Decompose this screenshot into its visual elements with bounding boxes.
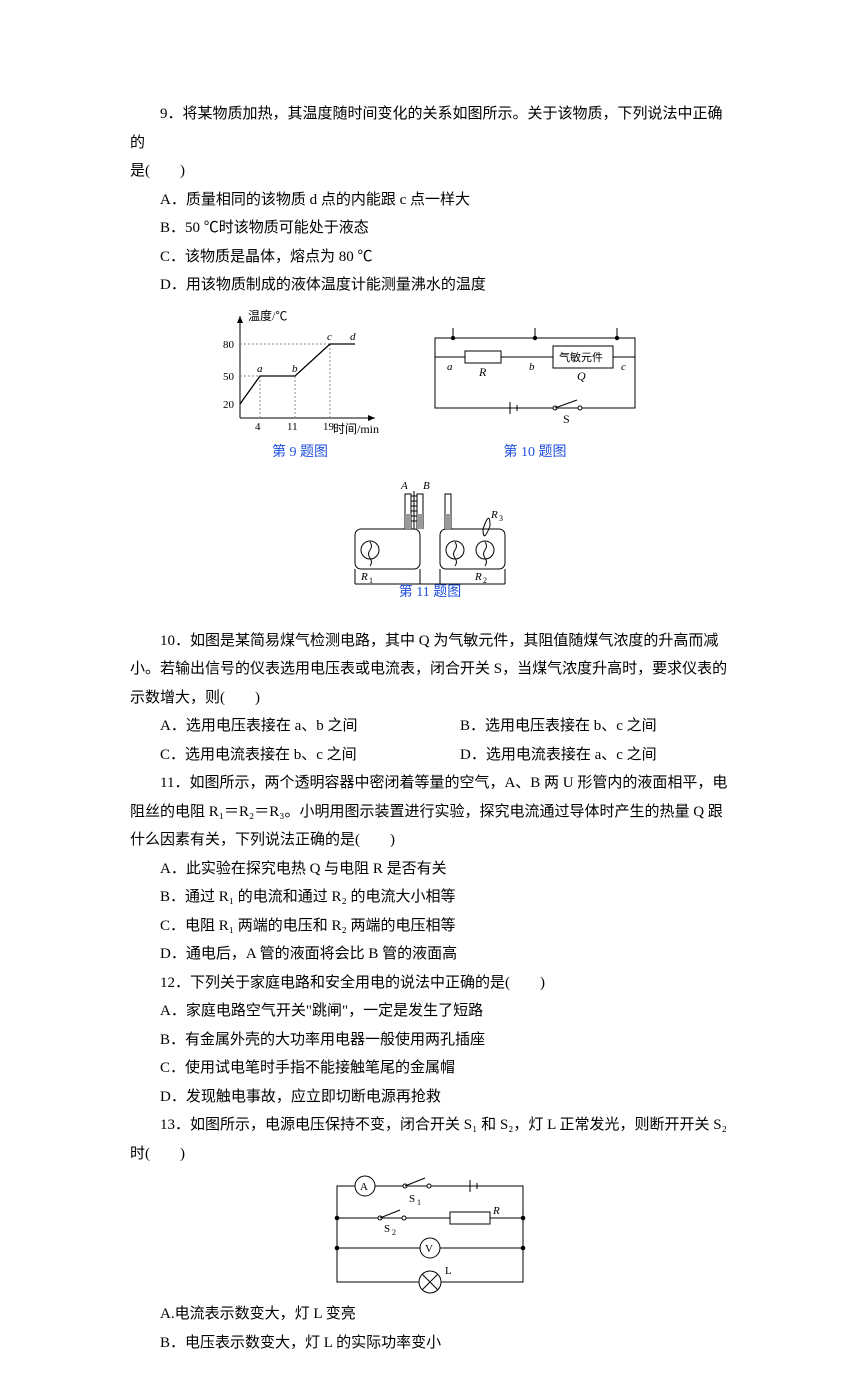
q11-opt-a: A．此实验在探究电热 Q 与电阻 R 是否有关 xyxy=(130,855,730,884)
q13-opt-b: B．电压表示数变大，灯 L 的实际功率变小 xyxy=(130,1329,730,1358)
svg-text:11: 11 xyxy=(287,421,298,433)
svg-text:b: b xyxy=(292,363,298,375)
svg-text:19: 19 xyxy=(323,421,335,433)
svg-text:S: S xyxy=(563,412,570,426)
svg-text:20: 20 xyxy=(223,399,235,411)
svg-text:B: B xyxy=(423,480,430,492)
q13-opt-a: A.电流表示数变大，灯 L 变亮 xyxy=(130,1300,730,1329)
svg-text:R: R xyxy=(360,571,368,583)
svg-text:1: 1 xyxy=(417,1198,421,1207)
q13-stem-line2: 时( ) xyxy=(130,1140,730,1169)
q9-fig-label: 第 9 题图 xyxy=(272,440,328,467)
svg-text:a: a xyxy=(447,361,453,373)
q10-opts-ab: A．选用电压表接在 a、b 之间 B．选用电压表接在 b、c 之间 xyxy=(130,712,730,741)
svg-text:气敏元件: 气敏元件 xyxy=(559,350,603,364)
q9-opt-c: C．该物质是晶体，熔点为 80 ℃ xyxy=(130,243,730,272)
svg-text:R: R xyxy=(478,365,487,379)
q10-fig-label: 第 10 题图 xyxy=(504,440,567,467)
q10-stem: 10．如图是某简易煤气检测电路，其中 Q 为气敏元件，其阻值随煤气浓度的升高而减… xyxy=(130,627,730,713)
q9-opt-b: B．50 ℃时该物质可能处于液态 xyxy=(130,214,730,243)
q11-fig-label: 第 11 题图 xyxy=(399,580,461,607)
q12-opt-a: A．家庭电路空气开关"跳闸"，一定是发生了短路 xyxy=(130,997,730,1026)
q9-opt-a: A．质量相同的该物质 d 点的内能跟 c 点一样大 xyxy=(130,186,730,215)
q12-opt-c: C．使用试电笔时手指不能接触笔尾的金属帽 xyxy=(130,1054,730,1083)
svg-text:d: d xyxy=(350,331,356,343)
svg-text:L: L xyxy=(445,1265,452,1277)
svg-text:b: b xyxy=(529,361,535,373)
q9-stem-line1: 9．将某物质加热，其温度随时间变化的关系如图所示。关于该物质，下列说法中正确的 xyxy=(130,100,730,157)
svg-text:R: R xyxy=(490,509,498,521)
svg-text:S: S xyxy=(409,1193,415,1205)
ylabel: 温度/℃ xyxy=(248,308,287,323)
q10-opt-b: B．选用电压表接在 b、c 之间 xyxy=(430,712,730,741)
q11-diagram: A B R1 R2 R3 xyxy=(345,474,515,594)
svg-text:V: V xyxy=(425,1243,433,1255)
figure-row-9-10: 温度/℃ 时间/min 20 50 80 4 11 19 a b c d 第 9… xyxy=(130,308,730,467)
q10-opt-d: D．选用电流表接在 a、c 之间 xyxy=(430,741,730,770)
svg-text:c: c xyxy=(327,331,332,343)
svg-text:a: a xyxy=(257,363,263,375)
svg-text:2: 2 xyxy=(392,1228,396,1237)
q11-opt-b: B．通过 R₁ 的电流和通过 R₂ 的电流大小相等 xyxy=(130,883,730,912)
q10-opts-cd: C．选用电流表接在 b、c 之间 D．选用电流表接在 a、c 之间 xyxy=(130,741,730,770)
q10-circuit: R 气敏元件 Q a b c S xyxy=(425,328,645,438)
svg-text:80: 80 xyxy=(223,339,235,351)
svg-text:R: R xyxy=(492,1205,500,1217)
xlabel: 时间/min xyxy=(333,422,379,436)
q12-stem: 12．下列关于家庭电路和安全用电的说法中正确的是( ) xyxy=(130,969,730,998)
q11-opt-c: C．电阻 R₁ 两端的电压和 R₂ 两端的电压相等 xyxy=(130,912,730,941)
svg-text:R: R xyxy=(474,571,482,583)
svg-text:3: 3 xyxy=(499,514,503,523)
q13-stem-line1: 13．如图所示，电源电压保持不变，闭合开关 S₁ 和 S₂，灯 L 正常发光，则… xyxy=(130,1111,730,1140)
svg-text:50: 50 xyxy=(223,371,235,383)
svg-text:A: A xyxy=(360,1181,368,1193)
q10-opt-a: A．选用电压表接在 a、b 之间 xyxy=(130,712,430,741)
q11-opt-d: D．通电后，A 管的液面将会比 B 管的液面高 xyxy=(130,940,730,969)
svg-text:Q: Q xyxy=(577,369,586,383)
q12-opt-d: D．发现触电事故，应立即切断电源再抢救 xyxy=(130,1083,730,1112)
q9-opt-d: D．用该物质制成的液体温度计能测量沸水的温度 xyxy=(130,271,730,300)
svg-text:4: 4 xyxy=(255,421,261,433)
q11-stem: 11．如图所示，两个透明容器中密闭着等量的空气，A、B 两 U 形管内的液面相平… xyxy=(130,769,730,855)
svg-text:S: S xyxy=(384,1223,390,1235)
q9-stem-line2: 是( ) xyxy=(130,157,730,186)
q13-circuit: A S1 S2 R V L xyxy=(325,1174,535,1294)
q9-chart: 温度/℃ 时间/min 20 50 80 4 11 19 a b c d xyxy=(215,308,385,438)
svg-text:c: c xyxy=(621,361,626,373)
q12-opt-b: B．有金属外壳的大功率用电器一般使用两孔插座 xyxy=(130,1026,730,1055)
q10-opt-c: C．选用电流表接在 b、c 之间 xyxy=(130,741,430,770)
svg-text:A: A xyxy=(400,480,408,492)
